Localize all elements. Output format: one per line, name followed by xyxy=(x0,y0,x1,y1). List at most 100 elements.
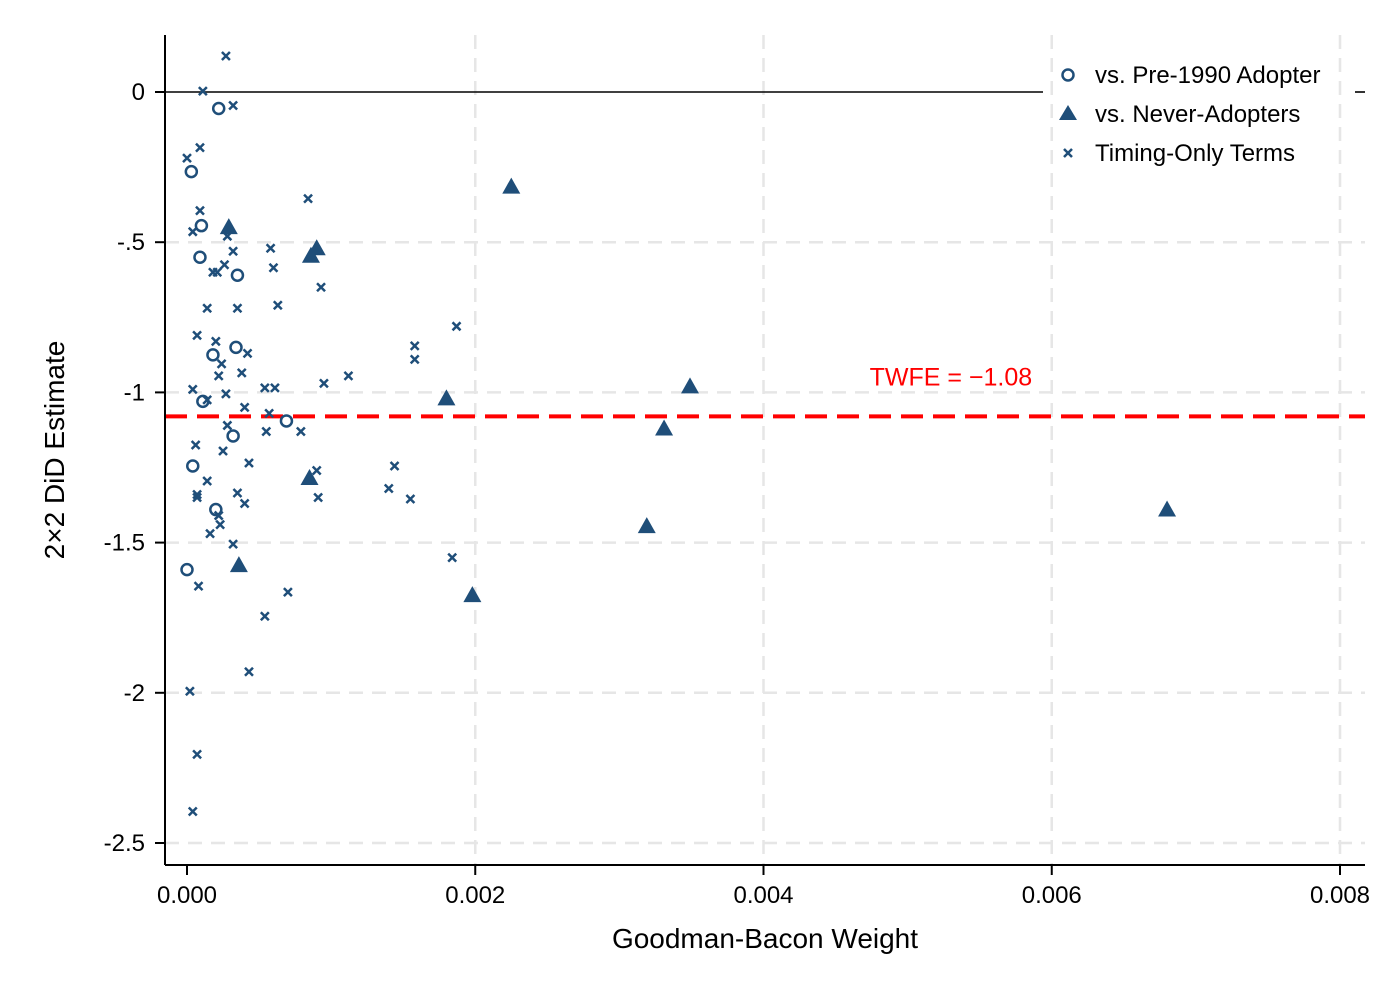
point-timing-only xyxy=(192,330,202,341)
point-timing-only xyxy=(259,611,270,622)
legend-label-timing-only: Timing-Only Terms xyxy=(1095,140,1295,167)
legend-label-pre-1990: vs. Pre-1990 Adopter xyxy=(1095,62,1320,89)
point-timing-only xyxy=(195,205,205,216)
point-timing-only xyxy=(190,440,201,450)
y-axis-title: 2×2 DiD Estimate xyxy=(39,341,70,560)
point-timing-only xyxy=(187,806,198,817)
point-timing-only xyxy=(213,370,224,381)
point-timing-only xyxy=(228,539,239,549)
point-timing-only xyxy=(222,231,233,242)
point-timing-only xyxy=(239,498,250,509)
point-timing-only xyxy=(221,389,231,399)
point-never-adopters xyxy=(637,517,656,534)
point-timing-only xyxy=(383,483,394,494)
point-timing-only xyxy=(343,370,354,381)
point-timing-only xyxy=(216,358,227,369)
point-pre-1990 xyxy=(209,502,223,517)
point-timing-only xyxy=(303,193,313,204)
point-timing-only xyxy=(193,581,204,592)
point-timing-only xyxy=(242,348,253,359)
point-never-adopters xyxy=(1158,500,1177,517)
point-timing-only xyxy=(195,142,205,153)
point-pre-1990 xyxy=(194,218,209,233)
point-timing-only xyxy=(187,384,198,395)
point-timing-only xyxy=(236,367,247,378)
point-pre-1990 xyxy=(206,348,220,362)
point-timing-only xyxy=(182,153,192,163)
point-timing-only xyxy=(192,489,202,500)
point-timing-only xyxy=(319,378,329,389)
x-axis-title: Goodman-Bacon Weight xyxy=(612,923,918,954)
point-pre-1990 xyxy=(184,164,199,179)
point-never-adopters xyxy=(229,556,248,573)
x-tick-label: 0.004 xyxy=(733,882,793,909)
twfe-annotation: TWFE = −1.08 xyxy=(870,363,1033,391)
y-tick-label: 0 xyxy=(132,79,145,106)
point-timing-only xyxy=(218,446,228,456)
point-timing-only xyxy=(409,340,420,351)
point-pre-1990 xyxy=(211,101,226,116)
point-timing-only xyxy=(244,666,254,677)
point-timing-only xyxy=(447,552,458,563)
x-tick-label: 0.008 xyxy=(1310,882,1370,909)
point-timing-only xyxy=(187,226,198,237)
point-timing-only xyxy=(192,492,202,503)
point-timing-only xyxy=(205,528,215,539)
point-timing-only xyxy=(212,267,223,278)
point-pre-1990 xyxy=(193,250,207,264)
point-timing-only xyxy=(295,426,306,437)
legend-item-never-adopters: vs. Never-Adopters xyxy=(1059,101,1300,128)
point-timing-only xyxy=(316,282,326,293)
point-timing-only xyxy=(228,100,239,111)
point-timing-only xyxy=(405,494,416,504)
point-timing-only xyxy=(259,383,270,393)
point-pre-1990 xyxy=(180,562,194,577)
point-timing-only xyxy=(192,749,202,760)
x-tick-label: 0.006 xyxy=(1022,882,1082,909)
axes: 0.000 0.002 0.004 0.006 0.008 0 -.5 -1 -1.5 -2 -2.… xyxy=(104,35,1370,909)
point-timing-only xyxy=(197,86,208,96)
point-timing-only xyxy=(409,354,420,365)
point-timing-only xyxy=(239,402,250,413)
x-tick-label: 0.000 xyxy=(157,882,217,909)
y-tick-label: -1.5 xyxy=(104,530,145,557)
point-timing-only xyxy=(213,510,224,521)
point-timing-only xyxy=(221,51,231,61)
point-pre-1990 xyxy=(230,268,245,282)
point-timing-only xyxy=(202,303,213,314)
point-never-adopters xyxy=(300,469,319,486)
point-never-adopters xyxy=(219,218,238,235)
point-never-adopters xyxy=(655,419,674,436)
point-pre-1990 xyxy=(226,429,240,443)
point-timing-only xyxy=(261,426,272,437)
legend-marker-circle xyxy=(1061,68,1075,82)
point-never-adopters xyxy=(301,246,320,263)
point-never-adopters xyxy=(680,377,699,394)
point-timing-only xyxy=(215,519,226,530)
y-tick-label: -1 xyxy=(124,379,145,406)
point-timing-only xyxy=(265,243,276,254)
point-timing-only xyxy=(270,383,280,393)
point-never-adopters xyxy=(463,586,482,603)
reference-lines xyxy=(165,91,1365,419)
legend-item-pre-1990: vs. Pre-1990 Adopter xyxy=(1061,62,1320,89)
point-timing-only xyxy=(210,336,221,347)
data-points xyxy=(180,51,1177,817)
point-timing-only xyxy=(222,420,233,431)
point-timing-only xyxy=(202,395,213,405)
point-timing-only xyxy=(202,476,213,486)
legend-marker-x xyxy=(1063,148,1073,158)
point-timing-only xyxy=(232,303,243,314)
point-never-adopters xyxy=(502,177,521,194)
legend: vs. Pre-1990 Adopter vs. Never-Adopters … xyxy=(1059,62,1320,167)
legend-marker-triangle xyxy=(1059,105,1077,120)
point-timing-only xyxy=(184,686,195,697)
grid xyxy=(165,35,1365,865)
point-pre-1990 xyxy=(279,414,294,428)
y-tick-label: -2 xyxy=(124,680,145,707)
point-timing-only xyxy=(219,259,230,270)
legend-label-never-adopters: vs. Never-Adopters xyxy=(1095,101,1300,128)
point-timing-only xyxy=(232,488,243,498)
point-timing-only xyxy=(228,246,239,257)
point-timing-only xyxy=(313,492,324,503)
